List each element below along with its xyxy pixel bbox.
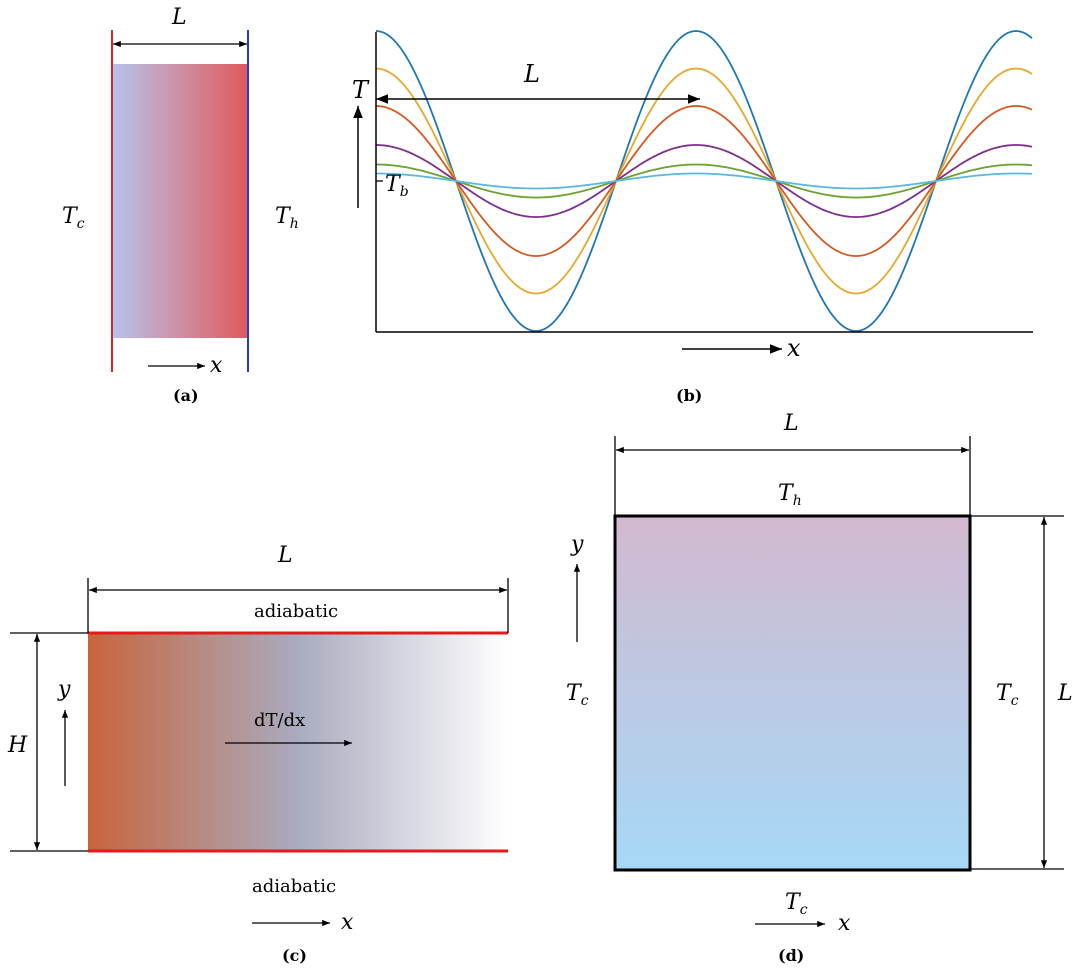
panel-b: L T Tb x (b): [352, 30, 1033, 405]
panel-b-tb-label: Tb: [385, 172, 409, 200]
panel-c-top-label: adiabatic: [254, 601, 338, 622]
panel-c-y-label: y: [57, 677, 71, 702]
panel-a-length-label: L: [171, 5, 187, 30]
panel-d-side-length-label: L: [1057, 681, 1073, 706]
panel-b-x-label: x: [787, 334, 801, 362]
panel-c-gradient-label: dT/dx: [254, 710, 305, 731]
panel-d-left-temp: Tc: [566, 681, 589, 709]
panel-a-left-temp: Tc: [62, 204, 85, 232]
panel-b-curves: [375, 30, 1033, 332]
panel-a-x-label: x: [210, 353, 223, 378]
panel-b-length-label: L: [523, 60, 540, 88]
panel-b-curve-3: [375, 105, 1033, 257]
panel-a: L Tc Th x (a): [62, 5, 299, 405]
panel-d-right-temp: Tc: [996, 681, 1019, 709]
panel-d: L Th L Tc Tc y Tc x (d): [566, 411, 1073, 965]
panel-d-bottom-temp: Tc: [785, 890, 808, 918]
panel-c-bottom-label: adiabatic: [252, 876, 336, 897]
panel-a-right-temp: Th: [275, 204, 299, 232]
panel-b-curve-5: [375, 163, 1033, 199]
panel-a-caption: (a): [173, 386, 199, 405]
panel-b-curve-1: [375, 30, 1033, 332]
panel-b-t-label: T: [352, 76, 370, 104]
panel-c: L adiabatic adiabatic H y dT/dx x (c): [7, 543, 509, 965]
panel-d-cavity: [613, 514, 972, 872]
panel-b-curve-4: [375, 144, 1033, 218]
panel-d-x-label: x: [838, 911, 851, 936]
panel-d-top-length-label: L: [783, 411, 799, 436]
panel-c-length-label: L: [277, 543, 293, 568]
panel-d-y-label: y: [570, 532, 584, 557]
panel-c-x-label: x: [341, 910, 354, 935]
panel-c-caption: (c): [282, 946, 307, 965]
panel-d-top-temp: Th: [778, 481, 802, 509]
panel-b-caption: (b): [676, 386, 702, 405]
panel-a-slab: [113, 64, 247, 338]
panel-b-curve-6: [375, 172, 1033, 190]
panel-c-channel: [88, 633, 508, 851]
panel-d-caption: (d): [778, 946, 804, 965]
panel-c-height-label: H: [7, 733, 28, 758]
panel-b-curve-2: [375, 67, 1033, 295]
